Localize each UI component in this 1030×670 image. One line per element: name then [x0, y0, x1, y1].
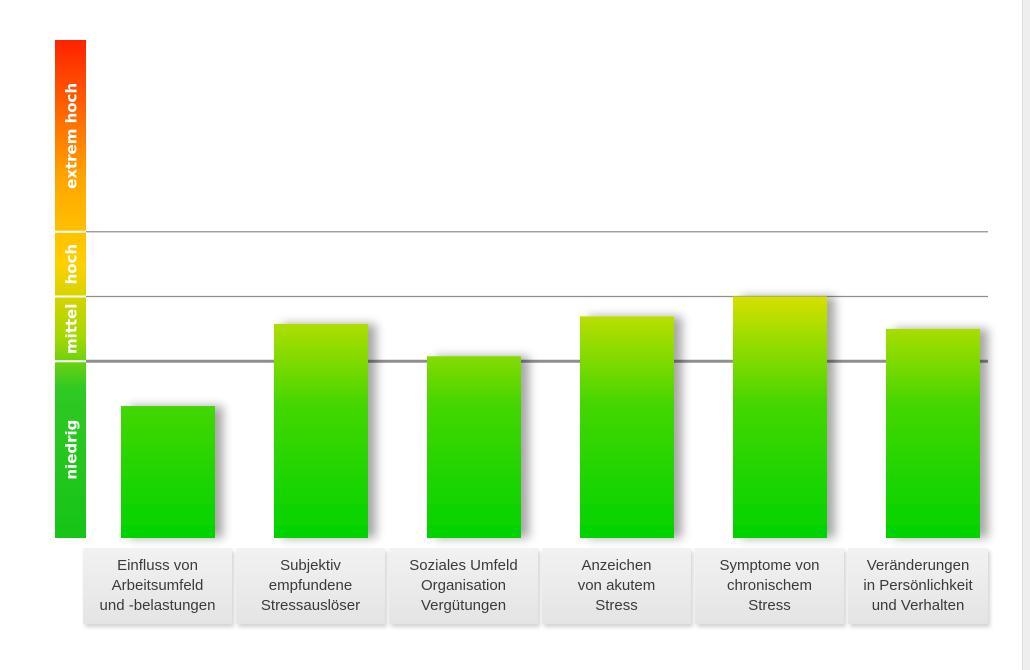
level-label: mittel — [63, 304, 81, 354]
category-label: Anzeichen von akutem Stress — [542, 548, 691, 624]
category-label: Soziales Umfeld Organisation Vergütungen — [389, 548, 538, 624]
bar — [733, 296, 827, 538]
category-label: Symptome von chronischem Stress — [695, 548, 844, 624]
bar — [427, 356, 521, 538]
category-label: Veränderungen in Persönlichkeit und Verh… — [848, 548, 988, 624]
bar — [580, 316, 674, 538]
bar — [274, 323, 368, 538]
level-label: niedrig — [63, 420, 81, 480]
level-scale — [55, 40, 86, 538]
category-label: Subjektiv empfundene Stressauslöser — [236, 548, 385, 624]
panel-edge — [1022, 0, 1030, 670]
level-label: extrem hoch — [63, 83, 81, 189]
level-label: hoch — [63, 244, 81, 285]
bar — [121, 406, 215, 538]
bar — [886, 328, 980, 538]
category-label: Einfluss von Arbeitsumfeld und -belastun… — [83, 548, 232, 624]
